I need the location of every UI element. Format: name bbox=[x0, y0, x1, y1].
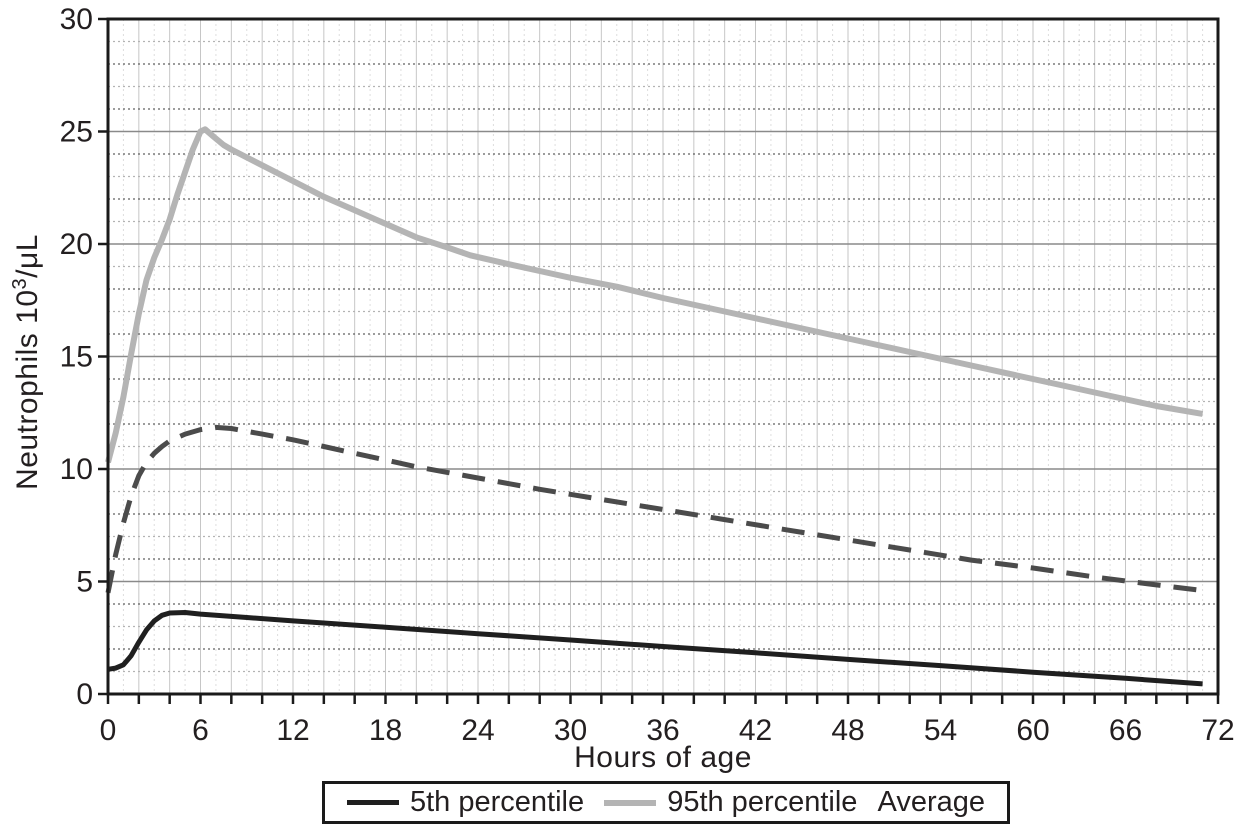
y-tick-label: 10 bbox=[60, 453, 93, 486]
x-tick-label: 66 bbox=[1109, 714, 1142, 747]
legend: 5th percentile 95th percentile Average bbox=[322, 781, 1010, 824]
legend-item-5th-percentile: 5th percentile bbox=[347, 786, 584, 819]
legend-swatch-5th-percentile-line-icon bbox=[347, 800, 399, 805]
x-tick-label: 72 bbox=[1201, 714, 1234, 747]
x-tick-label: 36 bbox=[646, 714, 679, 747]
x-tick-label: 6 bbox=[192, 714, 209, 747]
x-axis-title: Hours of age bbox=[574, 741, 752, 774]
x-tick-label: 0 bbox=[100, 714, 117, 747]
y-tick-label: 15 bbox=[60, 341, 93, 374]
y-tick-label: 0 bbox=[76, 678, 93, 711]
y-axis-title-superscript: 3 bbox=[9, 277, 31, 290]
axes-frame bbox=[106, 17, 1220, 696]
legend-swatch-95th-percentile-line-icon bbox=[604, 799, 657, 806]
x-tick-label: 42 bbox=[739, 714, 772, 747]
y-axis-title-unit: /μL bbox=[11, 234, 44, 278]
series-line-5th-percentile bbox=[107, 610, 1203, 687]
y-tick-label: 25 bbox=[60, 116, 93, 149]
y-axis-title: Neutrophils 103/μL bbox=[9, 234, 45, 490]
x-tick-label: 54 bbox=[924, 714, 957, 747]
x-tick-label: 24 bbox=[461, 714, 494, 747]
legend-item-95th-percentile: 95th percentile bbox=[604, 786, 857, 819]
x-tick-label: 18 bbox=[369, 714, 402, 747]
legend-label: 5th percentile bbox=[410, 786, 585, 818]
legend-label: Average bbox=[877, 786, 986, 818]
x-tick-label: 60 bbox=[1016, 714, 1049, 747]
y-axis-title-text: Neutrophils 10 bbox=[11, 289, 44, 490]
x-tick-label: 48 bbox=[831, 714, 864, 747]
series-line-95th-percentile bbox=[105, 126, 1204, 464]
y-tick-label: 20 bbox=[60, 228, 93, 261]
legend-label: 95th percentile bbox=[667, 786, 858, 818]
series-line-average bbox=[105, 424, 1203, 594]
y-tick-label: 5 bbox=[76, 566, 93, 599]
x-tick-label: 30 bbox=[554, 714, 587, 747]
legend-item-average: Average bbox=[878, 786, 986, 819]
x-tick-label: 12 bbox=[276, 714, 309, 747]
y-tick-label: 30 bbox=[60, 3, 93, 36]
